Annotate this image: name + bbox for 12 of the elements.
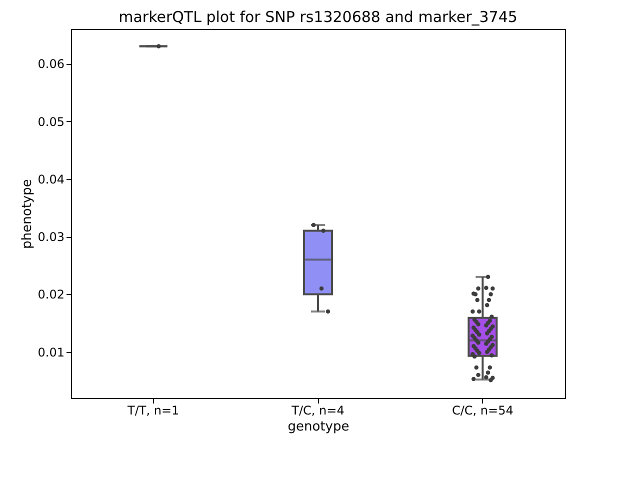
y-tick-label: 0.06 [38,57,64,72]
x-tick-label: T/T, n=1 [126,404,180,418]
y-tick-label: 0.02 [38,288,64,302]
y-tick-label: 0.01 [38,345,64,360]
y-tick-label: 0.04 [38,172,64,186]
y-tick-label: 0.05 [38,114,64,129]
y-axis-title: phenotype [20,179,35,249]
x-tick-label: T/C, n=4 [290,404,344,418]
x-axis-title: genotype [288,420,350,434]
chart-title: markerQTL plot for SNP rs1320688 and marker_3745 [118,8,518,26]
y-tick-label: 0.03 [38,230,64,244]
x-tick-label: C/C, n=54 [452,404,514,418]
